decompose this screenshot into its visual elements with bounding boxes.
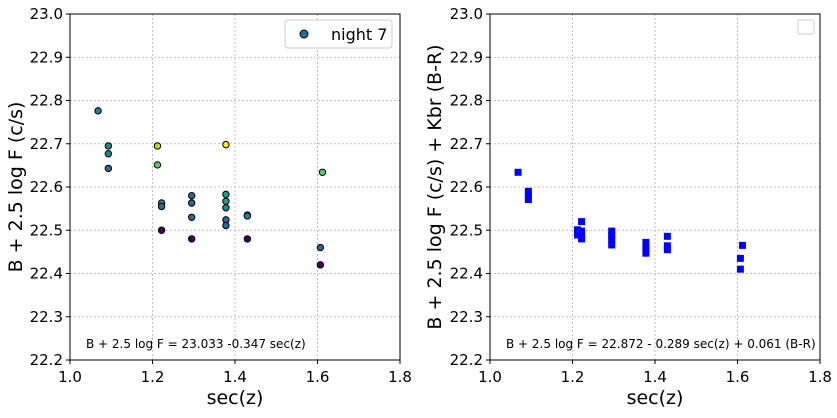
right-fit-annotation: B + 2.5 log F = 22.872 - 0.289 sec(z) + … (506, 337, 816, 351)
right-ticks: 1.0 1.2 1.4 1.6 1.8 22.2 22.3 22.4 22.5 22.6 22.7 2… (450, 5, 832, 386)
right-legend-box (797, 19, 815, 35)
left-data-point (104, 149, 113, 158)
left-legend-box (284, 19, 393, 49)
left-data-point (153, 161, 162, 169)
right-x-tick-label: 1.4 (643, 368, 667, 386)
right-legend (797, 19, 815, 35)
left-data-point (222, 204, 230, 212)
right-x-axis-label: sec(z) (627, 387, 684, 409)
left-data-point (104, 164, 113, 173)
right-data-point (608, 231, 616, 239)
right-data-point (663, 246, 671, 254)
left-data-point (222, 190, 230, 199)
left-data-point (153, 142, 162, 150)
right-data-point (578, 227, 586, 235)
left-y-tick-label: 22.4 (30, 265, 63, 283)
right-data-point (578, 218, 586, 226)
left-x-tick-label: 1.6 (306, 368, 330, 386)
right-y-tick-label: 22.2 (450, 351, 483, 369)
right-chart: 1.0 1.2 1.4 1.6 1.8 22.2 22.3 22.4 22.5 22.6 22.7 2… (424, 5, 832, 409)
right-data-point (663, 242, 671, 250)
right-y-tick-label: 23.0 (450, 5, 483, 23)
left-data-point (104, 142, 113, 150)
left-y-axis-label: B + 2.5 log F (c/s) (5, 102, 27, 273)
left-data-point (222, 221, 230, 230)
right-data-point (573, 231, 581, 239)
right-y-tick-label: 22.4 (450, 265, 483, 283)
left-y-tick-label: 22.7 (30, 135, 63, 153)
right-x-tick-label: 1.2 (561, 368, 585, 386)
left-data-point (187, 235, 196, 243)
right-y-tick-label: 22.6 (450, 178, 483, 196)
left-x-tick-label: 1.0 (58, 368, 82, 386)
right-data-point (514, 168, 522, 176)
right-data-point (608, 241, 616, 249)
left-data-point (243, 235, 252, 243)
left-x-tick-label: 1.8 (388, 368, 412, 386)
left-fit-annotation: B + 2.5 log F = 23.033 -0.347 sec(z) (86, 337, 306, 351)
right-marks (514, 168, 746, 273)
right-data-point (573, 226, 581, 234)
right-data-point (608, 227, 616, 235)
left-data-point (157, 202, 166, 211)
left-y-tick-label: 22.3 (30, 308, 63, 326)
right-data-point (736, 254, 744, 262)
left-data-point (94, 107, 102, 115)
left-ticks: 1.0 1.2 1.4 1.6 1.8 22.2 22.3 22.4 22.5 22.6 22.7 2… (30, 5, 412, 386)
right-data-point (663, 232, 671, 240)
left-data-point (316, 243, 325, 252)
left-y-tick-label: 22.6 (30, 178, 63, 196)
right-data-point (736, 265, 744, 273)
left-data-point (222, 140, 230, 149)
left-y-tick-label: 22.9 (30, 48, 63, 66)
right-data-point (738, 241, 746, 249)
right-x-tick-label: 1.6 (726, 368, 750, 386)
left-y-tick-label: 23.0 (30, 5, 63, 23)
left-data-point (222, 197, 230, 205)
right-y-tick-label: 22.7 (450, 135, 483, 153)
left-legend-marker (299, 29, 309, 39)
right-y-tick-label: 22.3 (450, 308, 483, 326)
left-legend: night 7 (284, 19, 393, 49)
left-data-point (316, 261, 325, 269)
left-x-tick-label: 1.2 (141, 368, 165, 386)
left-data-point (318, 168, 327, 176)
left-legend-label: night 7 (331, 25, 387, 44)
left-x-axis-label: sec(z) (207, 387, 264, 409)
right-data-point (608, 236, 616, 244)
left-marks (94, 107, 327, 269)
right-data-point (578, 235, 586, 243)
left-data-point (187, 199, 196, 207)
right-data-point (524, 196, 532, 204)
right-data-point (642, 238, 650, 246)
left-data-point (187, 191, 196, 200)
right-y-axis-label: B + 2.5 log F (c/s) + Kbr (B-R) (424, 44, 446, 329)
right-x-tick-label: 1.8 (808, 368, 832, 386)
right-data-point (524, 192, 532, 200)
right-y-tick-label: 22.8 (450, 92, 483, 110)
right-y-tick-label: 22.9 (450, 48, 483, 66)
left-chart: 1.0 1.2 1.4 1.6 1.8 22.2 22.3 22.4 22.5 22.6 22.7 2… (5, 5, 412, 409)
left-y-tick-label: 22.2 (30, 351, 63, 369)
right-x-tick-label: 1.0 (478, 368, 502, 386)
left-data-point (243, 212, 252, 220)
left-data-point (157, 226, 166, 234)
right-y-tick-label: 22.5 (450, 221, 483, 239)
right-data-point (524, 187, 532, 195)
left-y-tick-label: 22.5 (30, 221, 63, 239)
left-x-tick-label: 1.4 (223, 368, 247, 386)
right-data-point (642, 249, 650, 257)
left-data-point (187, 213, 196, 221)
left-y-tick-label: 22.8 (30, 92, 63, 110)
